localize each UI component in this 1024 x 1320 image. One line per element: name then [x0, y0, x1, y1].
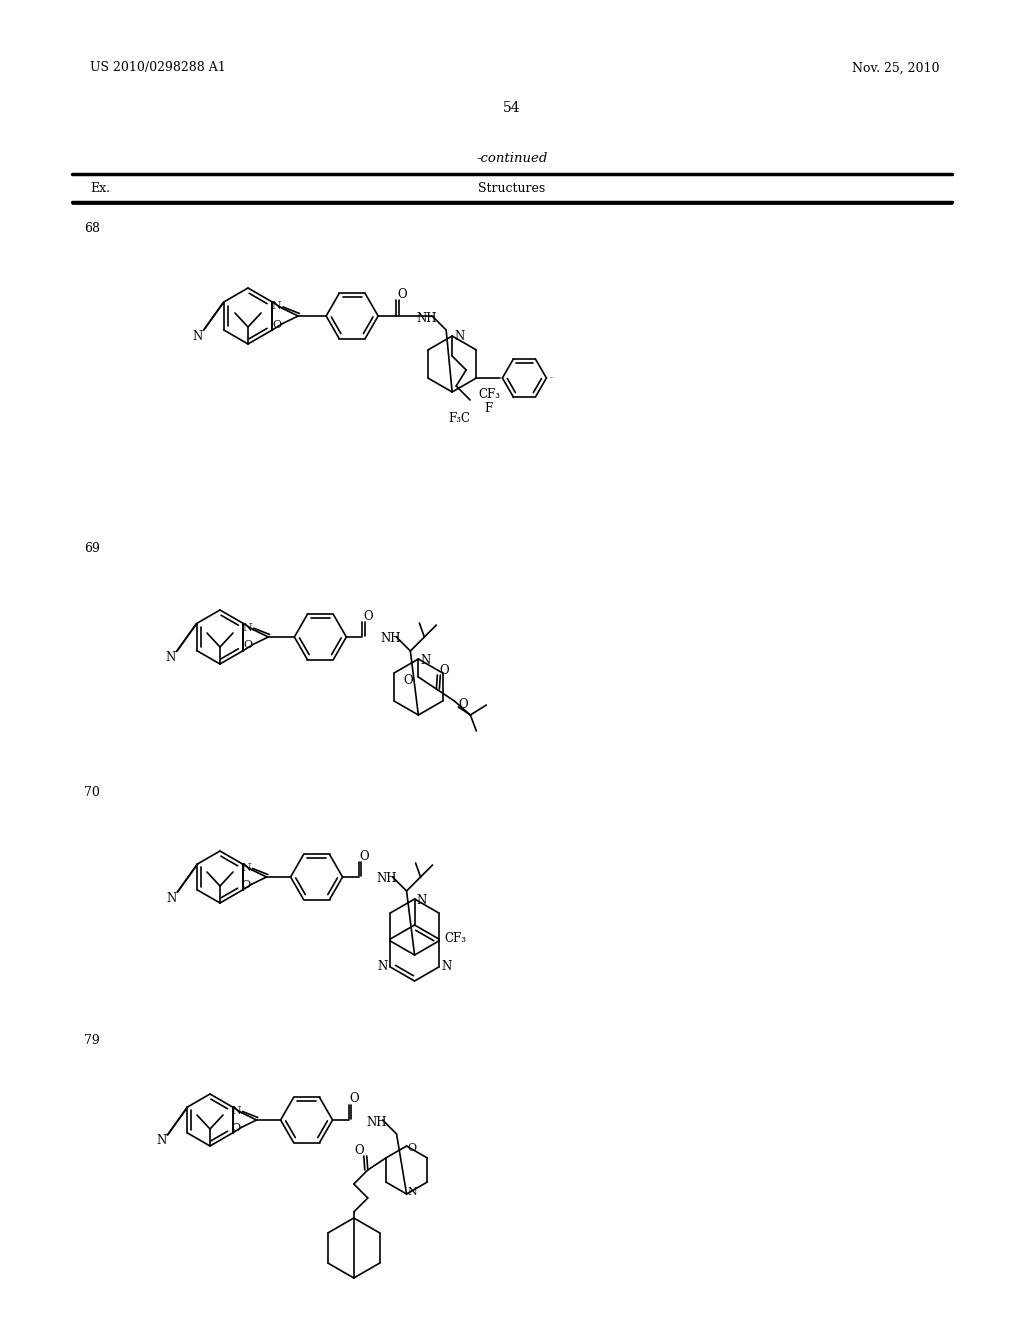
- Text: -continued: -continued: [476, 152, 548, 165]
- Text: Nov. 25, 2010: Nov. 25, 2010: [853, 62, 940, 74]
- Text: N: N: [231, 1106, 241, 1115]
- Text: NH: NH: [380, 632, 400, 645]
- Text: O: O: [397, 288, 407, 301]
- Text: O: O: [459, 698, 468, 711]
- Text: 69: 69: [84, 541, 100, 554]
- Text: N: N: [441, 961, 452, 974]
- Text: N: N: [193, 330, 203, 342]
- Text: O: O: [242, 880, 251, 890]
- Text: O: O: [403, 675, 414, 688]
- Text: N: N: [271, 301, 282, 312]
- Text: O: O: [243, 640, 252, 651]
- Text: N: N: [417, 894, 427, 907]
- Text: 79: 79: [84, 1034, 99, 1047]
- Text: O: O: [350, 1093, 359, 1106]
- Text: NH: NH: [367, 1115, 387, 1129]
- Text: O: O: [359, 850, 370, 862]
- Text: O: O: [408, 1143, 417, 1152]
- Text: N: N: [166, 891, 176, 904]
- Text: O: O: [231, 1123, 241, 1133]
- Text: O: O: [364, 610, 373, 623]
- Text: 54: 54: [503, 102, 521, 115]
- Text: N: N: [166, 651, 176, 664]
- Text: N: N: [408, 1187, 418, 1197]
- Text: NH: NH: [377, 873, 397, 886]
- Text: N: N: [241, 863, 251, 873]
- Text: O: O: [439, 664, 450, 676]
- Text: F₃C: F₃C: [449, 412, 470, 425]
- Text: O: O: [354, 1143, 364, 1156]
- Text: N: N: [243, 623, 252, 632]
- Text: NH: NH: [416, 312, 436, 325]
- Text: N: N: [455, 330, 465, 343]
- Text: F: F: [484, 401, 493, 414]
- Text: O: O: [272, 319, 282, 330]
- Text: US 2010/0298288 A1: US 2010/0298288 A1: [90, 62, 225, 74]
- Text: Structures: Structures: [478, 181, 546, 194]
- Text: 68: 68: [84, 222, 100, 235]
- Text: CF₃: CF₃: [478, 388, 500, 401]
- Text: 70: 70: [84, 787, 100, 800]
- Text: N: N: [157, 1134, 167, 1147]
- Text: N: N: [421, 653, 431, 667]
- Text: Ex.: Ex.: [90, 181, 110, 194]
- Text: N: N: [377, 961, 387, 974]
- Text: CF₃: CF₃: [444, 932, 467, 945]
